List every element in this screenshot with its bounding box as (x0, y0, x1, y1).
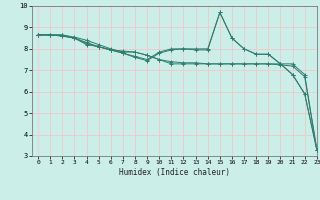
X-axis label: Humidex (Indice chaleur): Humidex (Indice chaleur) (119, 168, 230, 177)
